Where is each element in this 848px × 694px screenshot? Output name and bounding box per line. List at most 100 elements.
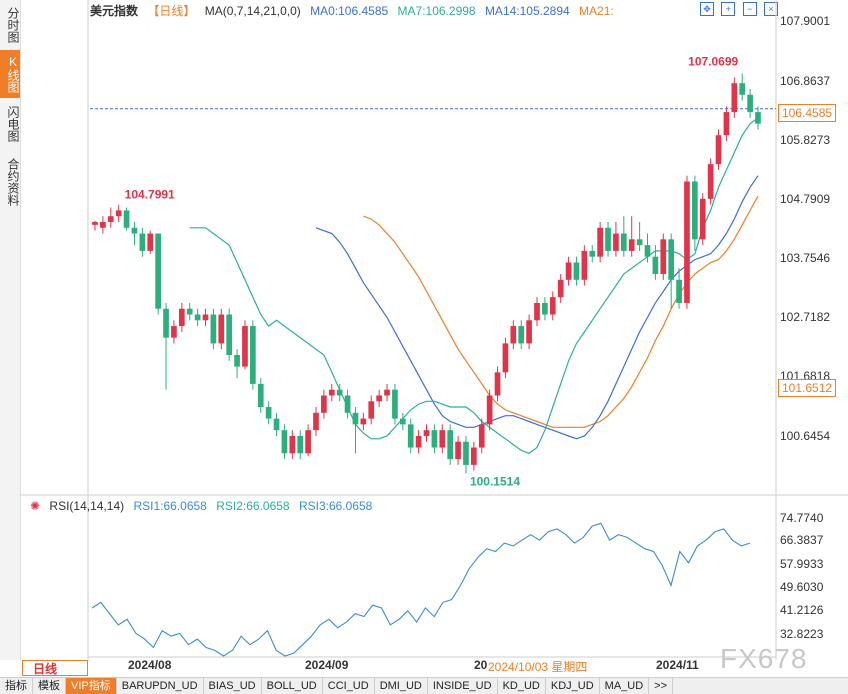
- candle-body: [202, 314, 209, 321]
- candle-body: [731, 83, 738, 113]
- candle-body: [471, 447, 477, 465]
- tab-flash-chart[interactable]: 闪电图: [6, 106, 20, 142]
- candle-body: [242, 326, 248, 367]
- candle-body: [668, 239, 675, 280]
- candle-body: [407, 424, 414, 448]
- candle-body: [336, 389, 343, 396]
- ma21-line: [363, 195, 759, 428]
- candle-body: [107, 216, 114, 222]
- tab-cci[interactable]: CCI_UD: [323, 678, 375, 694]
- candle-body: [518, 326, 525, 344]
- candle-body: [328, 389, 335, 396]
- price-axis-label: 103.7546: [780, 251, 831, 265]
- candle-body: [447, 430, 454, 460]
- ma14-value: MA14:105.2894: [484, 4, 570, 18]
- zoom-in-icon[interactable]: +: [721, 2, 736, 16]
- tab-contract-info[interactable]: 合约资料: [6, 158, 20, 206]
- tab-indicators[interactable]: 指标: [0, 678, 33, 694]
- indicator-label[interactable]: MA(0,7,14,21,0,0): [204, 4, 301, 18]
- candle-body: [344, 395, 351, 413]
- candle-body: [368, 401, 375, 419]
- candle-body: [431, 430, 438, 448]
- price-axis-label: 102.7182: [780, 310, 831, 324]
- rsi-axis-label: 49.6030: [780, 580, 824, 594]
- date-cursor-label: 2024/10/03 星期四: [488, 660, 588, 674]
- chart-toolbar: ✥ + − ×: [696, 1, 778, 16]
- rsi3-value: RSI3:66.0658: [298, 499, 373, 513]
- price-axis-label: 105.8273: [780, 133, 831, 147]
- candle-body: [636, 239, 643, 246]
- tab-bias[interactable]: BIAS_UD: [204, 678, 262, 694]
- candle-body: [628, 239, 635, 251]
- tab-template[interactable]: 模板: [33, 678, 66, 694]
- tab-boll[interactable]: BOLL_UD: [262, 678, 323, 694]
- candle-body: [755, 112, 761, 124]
- period-tag[interactable]: 【日线】: [147, 4, 196, 18]
- candle-body: [644, 245, 651, 257]
- candle-body: [265, 407, 272, 419]
- candle-body: [392, 389, 398, 419]
- tab-kdj[interactable]: KDJ_UD: [546, 678, 600, 694]
- candle-body: [163, 308, 169, 338]
- rsi-header: ✺ RSI(14,14,14) RSI1:66.0658 RSI2:66.065…: [30, 499, 378, 513]
- date-label-nov: 2024/11: [656, 658, 699, 672]
- candle-body: [526, 320, 532, 344]
- tab-more[interactable]: >>: [649, 678, 674, 694]
- close-icon[interactable]: ×: [764, 2, 778, 16]
- candle-body: [257, 383, 264, 408]
- candle-body: [171, 326, 177, 338]
- candle-body: [313, 412, 319, 431]
- price-axis-label: 106.8637: [780, 74, 831, 88]
- high-annotation: 107.0699: [688, 54, 738, 68]
- candle-body: [352, 412, 359, 425]
- tab-inside[interactable]: INSIDE_UD: [428, 678, 498, 694]
- rsi-settings-icon[interactable]: ✺: [30, 499, 41, 513]
- candle-body: [415, 435, 422, 448]
- candle-body: [699, 198, 706, 240]
- candle-body: [597, 227, 603, 257]
- candle-body: [305, 430, 311, 454]
- candle-body: [549, 297, 556, 315]
- candle-body: [289, 435, 296, 454]
- candle-body: [423, 430, 430, 436]
- candle-body: [226, 314, 233, 355]
- candle-body: [147, 233, 154, 251]
- date-label-aug: 2024/08: [128, 658, 172, 672]
- rsi1-value: RSI1:66.0658: [133, 499, 207, 513]
- rsi-label[interactable]: RSI(14,14,14): [49, 499, 125, 513]
- tab-vip-indicators[interactable]: VIP指标: [66, 678, 117, 694]
- candle-body: [399, 418, 406, 425]
- candle-body: [281, 430, 288, 454]
- candle-body: [534, 302, 540, 321]
- candle-body: [692, 181, 698, 240]
- candle-body: [186, 308, 193, 315]
- candle-body: [652, 256, 659, 275]
- rsi-axis-label: 57.9933: [780, 557, 824, 571]
- candle-body: [100, 221, 106, 228]
- tab-time-chart[interactable]: 分时图: [6, 7, 20, 43]
- candle-body: [297, 435, 304, 454]
- candle-body: [739, 83, 746, 95]
- tab-dmi[interactable]: DMI_UD: [375, 678, 428, 694]
- tab-k-chart[interactable]: K线图: [0, 50, 20, 98]
- candle-body: [250, 326, 256, 384]
- candle-body: [321, 395, 327, 413]
- candle-body: [123, 210, 130, 228]
- sidebar: 分时图 K线图 闪电图 合约资料: [0, 0, 21, 660]
- candle-body: [210, 314, 217, 344]
- rsi2-value: RSI2:66.0658: [216, 499, 290, 513]
- zoom-out-icon[interactable]: −: [742, 2, 757, 16]
- rsi-axis-label: 66.3837: [780, 533, 824, 547]
- ma0-value: MA0:106.4585: [310, 4, 389, 18]
- tab-ma[interactable]: MA_UD: [600, 678, 650, 694]
- move-icon[interactable]: ✥: [699, 2, 714, 16]
- candle-body: [194, 314, 201, 321]
- candle-body: [565, 262, 572, 280]
- candle-body: [455, 441, 461, 460]
- candle-body: [573, 262, 580, 280]
- tab-barupdn[interactable]: BARUPDN_UD: [117, 678, 204, 694]
- period-selector[interactable]: 日线: [22, 660, 88, 676]
- candle-body: [707, 164, 714, 199]
- tab-kd[interactable]: KD_UD: [498, 678, 546, 694]
